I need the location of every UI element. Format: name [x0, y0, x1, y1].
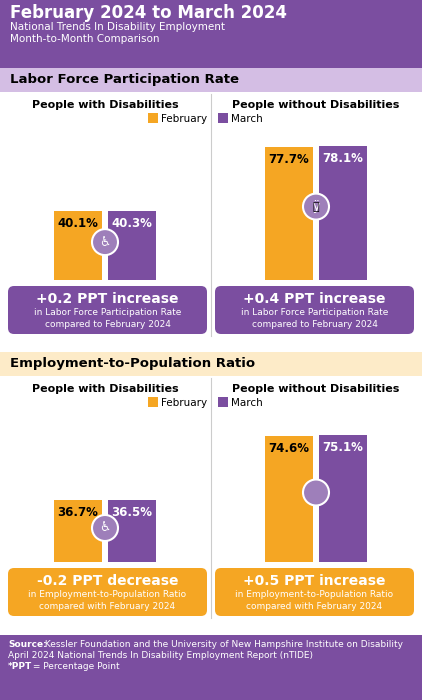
Bar	[0, 0, 422, 68]
Text: 36.5%: 36.5%	[111, 506, 152, 519]
Text: Kessler Foundation and the University of New Hampshire Institute on Disability: Kessler Foundation and the University of…	[42, 640, 403, 649]
Bar	[108, 500, 156, 562]
Text: ♿: ♿	[99, 236, 111, 248]
Text: +0.2 PPT increase: +0.2 PPT increase	[36, 292, 179, 306]
Text: People with Disabilities: People with Disabilities	[32, 100, 179, 110]
Bar	[148, 397, 158, 407]
Text: People with Disabilities: People with Disabilities	[32, 384, 179, 394]
Text: *PPT: *PPT	[8, 662, 32, 671]
Bar	[54, 500, 102, 562]
Bar	[0, 376, 422, 620]
Bar	[0, 68, 422, 92]
Text: People without Disabilities: People without Disabilities	[233, 100, 400, 110]
FancyBboxPatch shape	[8, 568, 207, 616]
Text: in Labor Force Participation Rate
compared to February 2024: in Labor Force Participation Rate compar…	[241, 308, 388, 329]
Text: February: February	[161, 398, 207, 408]
Text: in Labor Force Participation Rate
compared to February 2024: in Labor Force Participation Rate compar…	[34, 308, 181, 329]
Circle shape	[303, 480, 329, 505]
Text: February: February	[161, 114, 207, 124]
Bar	[54, 211, 102, 280]
Text: February 2024 to March 2024: February 2024 to March 2024	[10, 4, 287, 22]
Text: in Employment-to-Population Ratio
compared with February 2024: in Employment-to-Population Ratio compar…	[28, 590, 187, 611]
Bar	[265, 435, 313, 562]
Text: Employment-to-Population Ratio: Employment-to-Population Ratio	[10, 358, 255, 370]
Bar	[0, 635, 422, 700]
Circle shape	[92, 515, 118, 541]
Text: ÿ: ÿ	[312, 200, 320, 213]
FancyBboxPatch shape	[8, 286, 207, 334]
Text: Source:: Source:	[8, 640, 47, 649]
Bar	[319, 146, 367, 280]
Bar	[148, 113, 158, 123]
FancyBboxPatch shape	[215, 286, 414, 334]
Text: 78.1%: 78.1%	[322, 152, 363, 165]
Text: People without Disabilities: People without Disabilities	[233, 384, 400, 394]
Text: National Trends In Disability Employment: National Trends In Disability Employment	[10, 22, 225, 32]
Text: 36.7%: 36.7%	[57, 506, 98, 519]
Text: ♿: ♿	[99, 522, 111, 535]
Text: 👤: 👤	[313, 202, 319, 211]
Text: Labor Force Participation Rate: Labor Force Participation Rate	[10, 74, 239, 87]
Text: 77.7%: 77.7%	[269, 153, 309, 165]
Text: 75.1%: 75.1%	[322, 441, 363, 454]
Text: = Percentage Point: = Percentage Point	[30, 662, 119, 671]
Bar	[0, 352, 422, 376]
Bar	[218, 113, 228, 123]
Text: +0.5 PPT increase: +0.5 PPT increase	[243, 574, 386, 588]
Text: 74.6%: 74.6%	[268, 442, 309, 454]
Bar	[265, 146, 313, 280]
Bar	[0, 92, 422, 338]
Text: in Employment-to-Population Ratio
compared with February 2024: in Employment-to-Population Ratio compar…	[235, 590, 394, 611]
Text: March: March	[231, 114, 263, 124]
Text: March: March	[231, 398, 263, 408]
FancyBboxPatch shape	[215, 568, 414, 616]
Circle shape	[92, 229, 118, 255]
Text: Month-to-Month Comparison: Month-to-Month Comparison	[10, 34, 160, 44]
Text: -0.2 PPT decrease: -0.2 PPT decrease	[37, 574, 178, 588]
Text: 40.1%: 40.1%	[57, 217, 98, 230]
Text: April 2024 National Trends In Disability Employment Report (nTIDE): April 2024 National Trends In Disability…	[8, 651, 313, 660]
Text: 40.3%: 40.3%	[111, 217, 152, 230]
Bar	[108, 211, 156, 280]
Bar	[319, 435, 367, 562]
Circle shape	[303, 194, 329, 220]
Text: +0.4 PPT increase: +0.4 PPT increase	[243, 292, 386, 306]
Bar	[218, 397, 228, 407]
